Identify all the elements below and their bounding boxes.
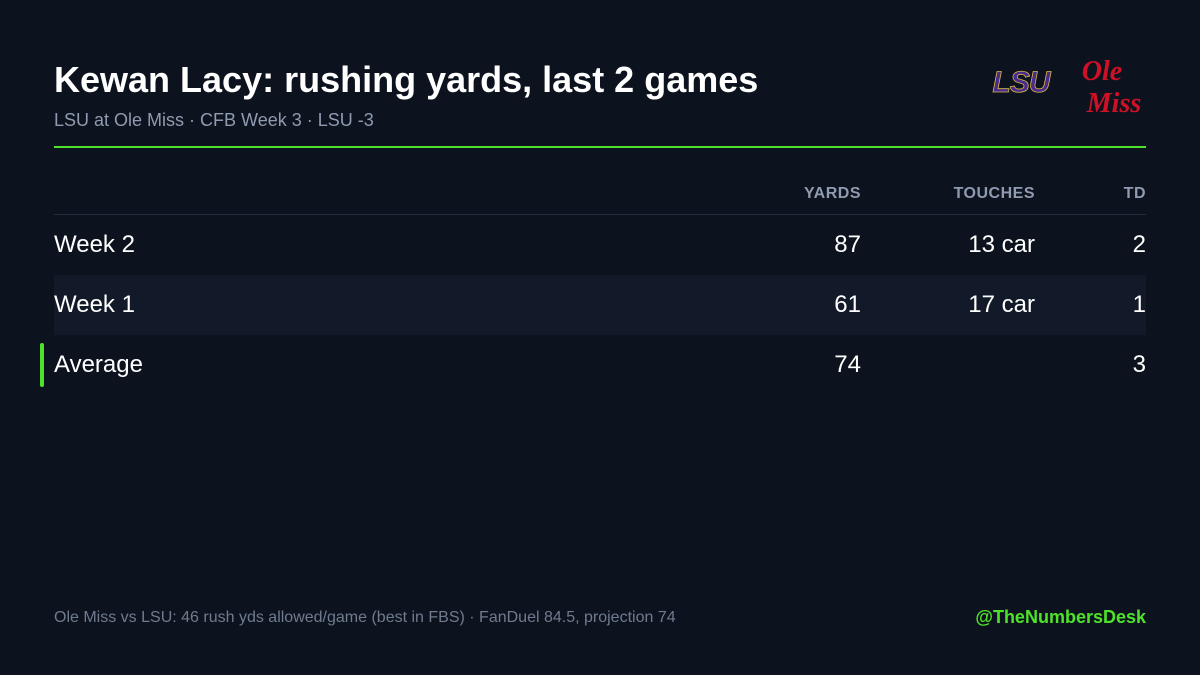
column-header-touches: TOUCHES	[953, 185, 1035, 202]
row-label: Average	[54, 351, 143, 378]
ole-miss-logo-line2: Miss	[1086, 88, 1142, 118]
ole-miss-logo: Ole Miss	[1082, 56, 1142, 118]
column-header-yards: YARDS	[803, 185, 861, 202]
table-header: YARDS TOUCHES TD	[54, 170, 1146, 215]
row-label: Week 1	[54, 291, 135, 318]
td-cell: 2	[1132, 231, 1146, 258]
lsu-logo-text: LSU	[993, 66, 1052, 98]
touches-cell: 17 car	[968, 291, 1035, 318]
table-row-average: Average 74 3	[40, 335, 1146, 395]
page-title: Kewan Lacy: rushing yards, last 2 games	[54, 59, 759, 100]
yards-cell: 87	[834, 231, 861, 258]
team-logos: LSU Ole Miss	[986, 50, 1146, 120]
touches-cell: 13 car	[968, 231, 1035, 258]
author-handle[interactable]: @TheNumbersDesk	[975, 607, 1146, 627]
row-label: Week 2	[54, 231, 135, 258]
stats-table: YARDS TOUCHES TD Week 2 87 13 car 2 Week…	[40, 170, 1146, 395]
lsu-logo: LSU	[992, 66, 1053, 98]
column-header-td: TD	[1123, 185, 1146, 202]
average-row-marker	[40, 343, 44, 387]
td-cell: 1	[1132, 291, 1146, 318]
table-row: Week 1 61 17 car 1	[54, 275, 1146, 335]
ole-miss-logo-line1: Ole	[1082, 56, 1122, 87]
table-row: Week 2 87 13 car 2	[54, 215, 1146, 275]
footer-note: Ole Miss vs LSU: 46 rush yds allowed/gam…	[54, 609, 676, 626]
accent-divider	[54, 146, 1146, 148]
yards-cell: 74	[834, 351, 861, 378]
td-cell: 3	[1132, 351, 1146, 378]
yards-cell: 61	[834, 291, 861, 318]
header: Kewan Lacy: rushing yards, last 2 games …	[54, 58, 954, 132]
page-subtitle: LSU at Ole Miss · CFB Week 3 · LSU -3	[54, 110, 374, 130]
